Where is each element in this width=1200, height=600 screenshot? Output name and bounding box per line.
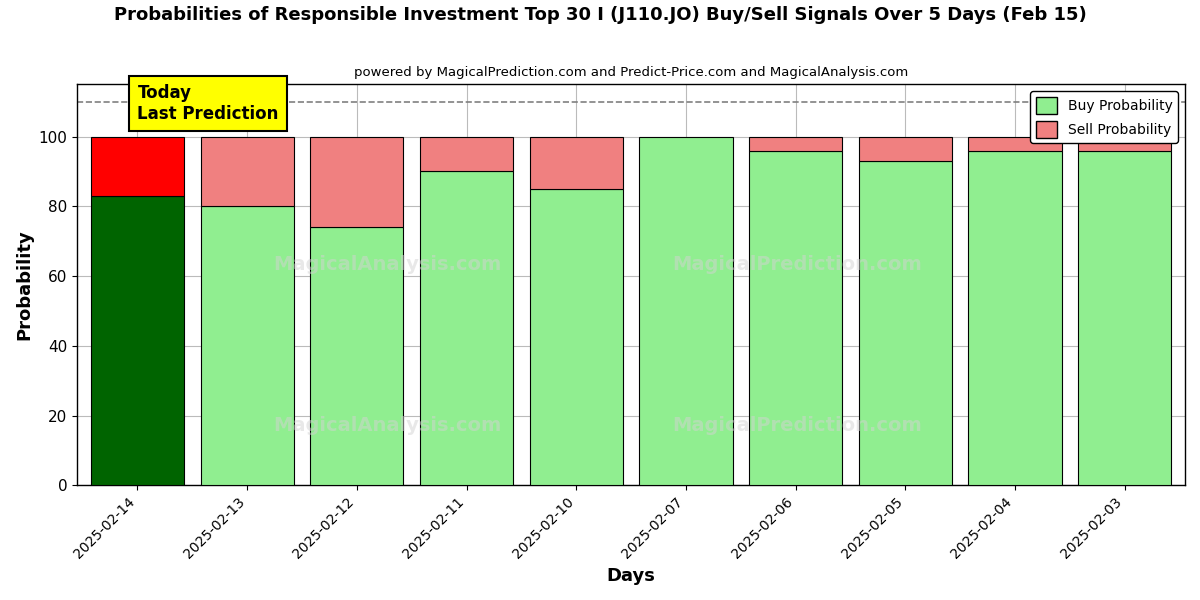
Bar [1078, 151, 1171, 485]
Bar [311, 137, 403, 227]
Bar [968, 151, 1062, 485]
Bar [749, 151, 842, 485]
Bar [200, 137, 294, 206]
Bar [420, 172, 514, 485]
Text: MagicalAnalysis.com: MagicalAnalysis.com [274, 255, 502, 274]
Text: Today
Last Prediction: Today Last Prediction [138, 85, 278, 123]
Text: Probabilities of Responsible Investment Top 30 I (J110.JO) Buy/Sell Signals Over: Probabilities of Responsible Investment … [114, 6, 1086, 24]
Text: MagicalPrediction.com: MagicalPrediction.com [672, 255, 922, 274]
X-axis label: Days: Days [607, 567, 655, 585]
Text: MagicalAnalysis.com: MagicalAnalysis.com [274, 416, 502, 434]
Bar [91, 137, 184, 196]
Bar [640, 137, 732, 485]
Bar [420, 137, 514, 172]
Bar [749, 137, 842, 151]
Bar [968, 137, 1062, 151]
Text: MagicalPrediction.com: MagicalPrediction.com [672, 416, 922, 434]
Bar [529, 137, 623, 189]
Bar [859, 161, 952, 485]
Bar [529, 189, 623, 485]
Bar [200, 206, 294, 485]
Title: powered by MagicalPrediction.com and Predict-Price.com and MagicalAnalysis.com: powered by MagicalPrediction.com and Pre… [354, 66, 908, 79]
Y-axis label: Probability: Probability [14, 229, 32, 340]
Legend: Buy Probability, Sell Probability: Buy Probability, Sell Probability [1030, 91, 1178, 143]
Bar [91, 196, 184, 485]
Bar [311, 227, 403, 485]
Bar [1078, 137, 1171, 151]
Bar [859, 137, 952, 161]
